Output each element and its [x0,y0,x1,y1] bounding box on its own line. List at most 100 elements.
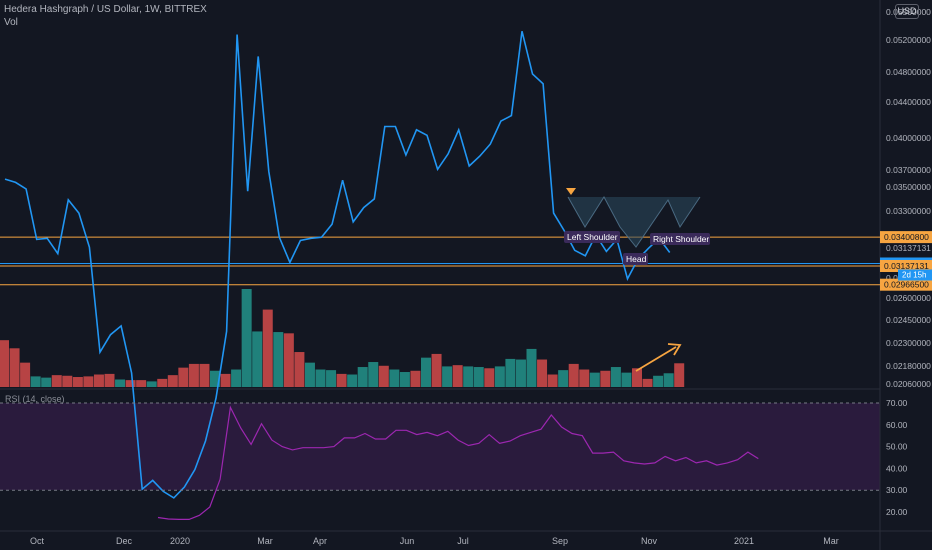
volume-bar [368,362,379,387]
volume-bar [83,376,94,387]
volume-bar [389,369,400,387]
rsi-line [157,405,759,520]
annotation-box[interactable] [623,253,648,265]
level-tag [880,259,932,272]
volume-bar [537,359,548,387]
price-tick-label: 0.03137131 [886,243,931,253]
time-tick-label: Jul [457,536,469,546]
volume-bar [178,367,189,387]
price-tick-label: 0.04000000 [886,133,931,143]
volume-bar [610,367,621,387]
volume-bar [421,357,431,387]
time-tick-label: Jun [400,536,415,546]
symbol-title[interactable]: Hedera Hashgraph / US Dollar, 1W, BITTRE… [4,4,207,15]
volume-bar [378,365,389,387]
volume-bar [283,333,294,387]
price-tick-label: 0.03300000 [886,206,931,216]
level-tags: 0.034008000.031600000.031371310.02966500… [880,231,932,291]
volume-bar [210,370,220,387]
price-tick-label: 0.02450000 [886,315,931,325]
pattern-fill [568,197,700,247]
volume-bar [547,374,558,387]
volume-bar [357,367,368,387]
volume-bar [336,373,347,387]
time-tick-label: 2021 [734,536,754,546]
time-tick-label: Mar [257,536,273,546]
level-tag-label: 0.02966500 [884,280,929,290]
price-tick-label: 0.02060000 [886,379,931,389]
volume-bar [157,378,168,387]
volume-bar [505,358,516,387]
time-tick-label: Apr [313,536,327,546]
time-tick-label: Dec [116,536,133,546]
rsi-tick-label: 60.00 [886,420,908,430]
volume-bar [252,331,263,387]
volume-bar [558,370,569,387]
arrow-shaft [635,346,677,372]
pattern-annotations[interactable]: Left Shoulder Head Right Shoulder [564,231,710,265]
price-tick-label: 0.04800000 [886,67,931,77]
volume-bar [526,348,537,387]
volume-legend-label: Vol [4,17,18,28]
volume-bar [431,353,442,387]
annotation-box[interactable] [650,233,710,245]
volume-bar [568,363,579,387]
rsi-legend-label[interactable]: RSI (14, close) [5,394,65,404]
volume-bar [231,369,242,387]
countdown-tag [898,269,932,281]
volume-bar [452,365,463,387]
volume-bar [579,369,590,387]
currency-button[interactable]: USD [895,4,919,19]
rsi-tick-label: 70.00 [886,398,908,408]
price-tick-label: 0.02300000 [886,338,931,348]
time-tick-label: Oct [30,536,45,546]
arrow-head-icon [667,343,682,356]
time-axis[interactable]: Oct Dec 2020 Mar Apr Jun Jul Sep Nov 2021 Mar [30,536,839,546]
volume-bar [241,289,252,387]
price-tick-label: 0.04400000 [886,97,931,107]
volume-bar [589,372,600,387]
rsi-band [0,403,880,490]
trend-arrow[interactable] [635,343,682,372]
pattern-outline [567,196,701,248]
time-tick-label: 2020 [170,536,190,546]
rsi-tick-label: 30.00 [886,485,908,495]
level-tag-label: 0.03400800 [884,232,929,242]
volume-bar [104,373,115,387]
rsi-tick-label: 40.00 [886,463,908,473]
level-tag [880,278,932,291]
volume-bar [51,375,62,387]
price-tick-label: 0.02600000 [886,293,931,303]
time-tick-label: Mar [823,536,839,546]
volume-bar [653,375,664,387]
volume-bar [674,363,685,387]
volume-bar [632,368,642,387]
volume-bar [41,377,52,387]
annotation-label: Right Shoulder [653,234,709,244]
level-tag [880,231,932,244]
volume-bar [115,379,126,387]
volume-bar [515,359,526,387]
price-tick-label: 0.05200000 [886,35,931,45]
price-axis[interactable]: 0.05500000 0.05200000 0.04800000 0.04400000… [886,7,931,389]
volume-bar [315,369,326,387]
head-and-shoulders-pattern[interactable] [566,188,701,248]
volume-bar [484,368,495,387]
rsi-tick-label: 20.00 [886,507,908,517]
volume-bars [0,289,685,387]
volume-bar [621,372,632,387]
volume-bar [463,366,474,387]
rsi-axis[interactable]: 70.00 60.00 50.00 40.00 30.00 20.00 [886,398,908,517]
volume-bar [663,373,674,387]
horizontal-levels[interactable] [0,236,880,286]
volume-bar [9,348,20,387]
price-tick-label: 0.02180000 [886,361,931,371]
volume-bar [642,378,653,387]
rsi-tick-label: 50.00 [886,442,908,452]
price-tick-label: 0.03500000 [886,182,931,192]
volume-bar [136,380,147,387]
annotation-label: Left Shoulder [567,232,618,242]
volume-bar [294,352,305,387]
annotation-box[interactable] [564,231,620,243]
